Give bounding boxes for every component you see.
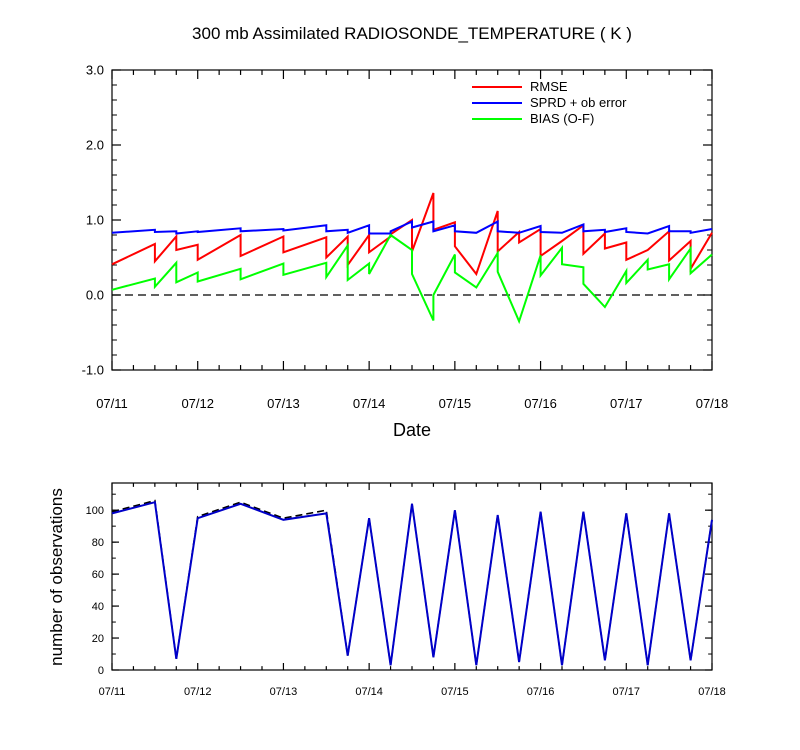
bottom-y-tick-label: 60 [92, 569, 104, 581]
top-y-tick-label: 2.0 [86, 138, 104, 153]
top-y-tick-labels: -1.0 0.0 1.0 2.0 3.0 [82, 63, 104, 378]
bottom-x-tick-label: 07/12 [184, 686, 212, 698]
top-y-tick-label: -1.0 [82, 363, 104, 378]
bottom-y-tick-label: 80 [92, 537, 104, 549]
bottom-y-tick-label: 100 [86, 505, 104, 517]
bottom-y-tick-labels: 0 20 40 60 80 100 [86, 505, 104, 677]
top-y-tick-label: 3.0 [86, 63, 104, 78]
legend-label-bias: BIAS (O-F) [530, 111, 594, 126]
bottom-y-tick-label: 20 [92, 633, 104, 645]
top-y-tick-label: 0.0 [86, 288, 104, 303]
bottom-y-tick-label: 0 [98, 665, 104, 677]
top-x-tick-label: 07/16 [524, 396, 557, 411]
bottom-axis-ticks [111, 483, 713, 671]
series-line-possible [111, 499, 713, 666]
top-y-tick-label: 1.0 [86, 213, 104, 228]
top-x-tick-label: 07/11 [96, 396, 128, 411]
bottom-x-tick-label: 07/17 [613, 686, 641, 698]
bottom-x-tick-label: 07/15 [441, 686, 469, 698]
bottom-x-tick-label: 07/18 [698, 686, 726, 698]
top-x-tick-labels: 07/11 07/12 07/13 07/14 07/15 07/16 07/17 07/18 [96, 396, 728, 411]
bottom-series-group [111, 499, 713, 666]
top-x-tick-label: 07/18 [696, 396, 729, 411]
top-x-tick-label: 07/14 [353, 396, 386, 411]
legend: RMSE SPRD + ob error BIAS (O-F) [472, 79, 627, 126]
top-x-tick-label: 07/13 [267, 396, 300, 411]
top-x-tick-label: 07/15 [439, 396, 472, 411]
legend-label-rmse: RMSE [530, 79, 568, 94]
y-axis-title-observations: number of observations [47, 488, 66, 666]
bottom-x-tick-label: 07/14 [355, 686, 383, 698]
x-axis-title: Date [393, 420, 431, 440]
series-line-bias-o-f [111, 233, 713, 325]
bottom-x-tick-label: 07/11 [99, 686, 126, 698]
bottom-x-tick-label: 07/16 [527, 686, 555, 698]
bottom-x-tick-labels: 07/11 07/12 07/13 07/14 07/15 07/16 07/17 07/18 [99, 686, 726, 698]
bottom-x-tick-label: 07/13 [270, 686, 298, 698]
top-x-tick-label: 07/12 [181, 396, 214, 411]
top-panel: -1.00.01.02.03.0 07/11 07/12 07/13 07/14 07/… [82, 63, 729, 440]
series-line-sprd-ob-error [111, 219, 713, 235]
legend-label-sprd: SPRD + ob error [530, 95, 627, 110]
chart-title: 300 mb Assimilated RADIOSONDE_TEMPERATUR… [192, 24, 632, 43]
bottom-y-tick-label: 40 [92, 601, 104, 613]
top-series-group [111, 192, 713, 325]
top-axis-ticks [111, 69, 713, 371]
series-line-used [111, 500, 713, 666]
top-x-tick-label: 07/17 [610, 396, 643, 411]
